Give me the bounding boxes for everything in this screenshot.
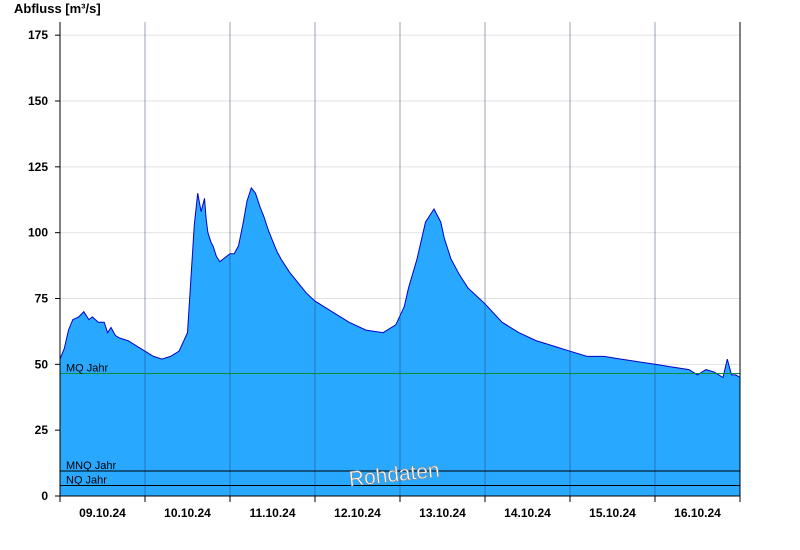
- ref-label-1: MNQ Jahr: [66, 460, 116, 472]
- x-tick-label-6: 15.10.24: [589, 506, 636, 520]
- x-tick-label-4: 13.10.24: [419, 506, 466, 520]
- y-tick-label-0: 0: [41, 489, 48, 503]
- x-tick-label-0: 09.10.24: [79, 506, 126, 520]
- ref-label-0: MQ Jahr: [66, 363, 109, 375]
- flow-line: [59, 186, 741, 379]
- x-tick-label-3: 12.10.24: [334, 506, 381, 520]
- x-tick-label-5: 14.10.24: [504, 506, 551, 520]
- reference-lines: MQ Jahr MNQ Jahr NQ Jahr: [60, 363, 740, 486]
- y-tick-label-100: 100: [28, 226, 48, 240]
- x-tick-label-2: 11.10.24: [249, 506, 295, 520]
- y-ticks: 0 25 50 75 100 125 150 175: [28, 28, 60, 503]
- x-tick-label-1: 10.10.24: [164, 506, 211, 520]
- x-tick-label-7: 16.10.24: [674, 506, 721, 520]
- x-ticks: 09.10.24 10.10.24 11.10.24 12.10.24 13.10.24…: [59, 496, 741, 520]
- y-tick-label-75: 75: [35, 292, 49, 306]
- y-tick-label-175: 175: [28, 28, 48, 42]
- y-tick-label-25: 25: [35, 423, 49, 437]
- y-tick-label-125: 125: [28, 160, 48, 174]
- y-tick-label-150: 150: [28, 94, 48, 108]
- y-tick-label-50: 50: [35, 357, 49, 371]
- ref-label-2: NQ Jahr: [66, 474, 107, 486]
- y-axis-label: Abfluss [m³/s]: [14, 1, 101, 16]
- day-dividers: [144, 22, 656, 496]
